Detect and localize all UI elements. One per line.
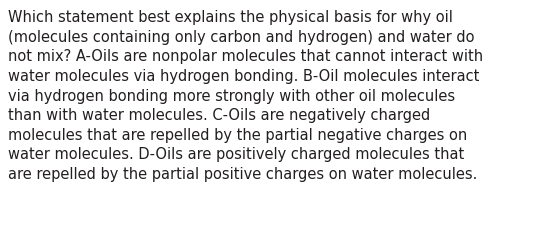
Text: Which statement best explains the physical basis for why oil
(molecules containi: Which statement best explains the physic… (8, 10, 483, 181)
